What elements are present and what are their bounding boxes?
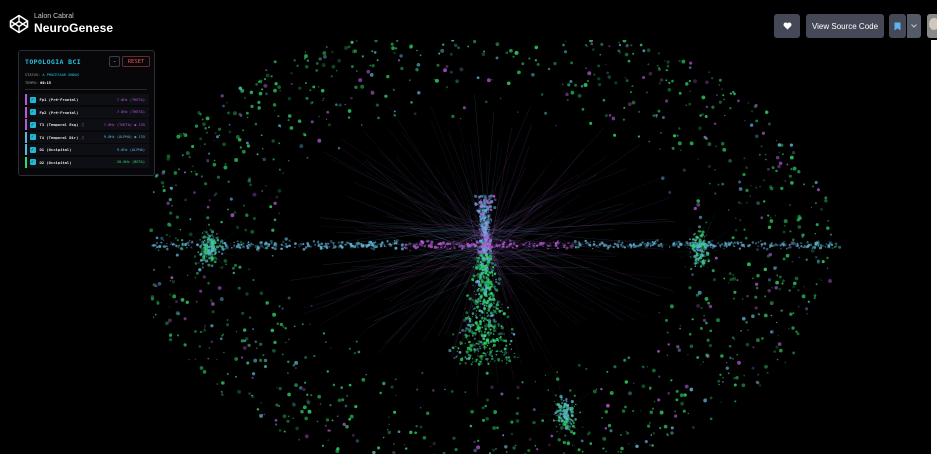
music-note-icon: ♫	[81, 122, 84, 128]
time-value: 00:15	[40, 81, 51, 85]
panel-divider	[25, 89, 147, 90]
channel-color-bar	[25, 144, 27, 156]
channel-checkbox[interactable]: ✓	[29, 134, 36, 141]
status-value: A PROCESSAR ONDAS	[42, 73, 80, 77]
chevron-down-icon	[911, 24, 917, 28]
channel-list: ✓ Fp1 (Pré-Frontal) 7.0Hz (THETA) ✓ Fp2 …	[25, 94, 149, 170]
bookmark-dropdown-button[interactable]	[907, 14, 921, 38]
channel-frequency: 9.0Hz (ALPHA) ◉ 135	[103, 135, 145, 140]
channel-label: T4 (Temporal Dir)	[39, 134, 79, 140]
user-avatar[interactable]	[927, 14, 937, 38]
channel-row-t4[interactable]: ✓ T4 (Temporal Dir) ♫ 9.0Hz (ALPHA) ◉ 13…	[25, 131, 149, 143]
channel-frequency: 7.0Hz (THETA) ◉ 135	[103, 122, 145, 127]
channel-checkbox[interactable]: ✓	[29, 96, 36, 103]
status-label: STATUS:	[25, 73, 41, 77]
channel-row-fp2[interactable]: ✓ Fp2 (Pré-Frontal) 7.0Hz (THETA)	[25, 106, 149, 118]
channel-label: O2 (Occipital)	[39, 159, 72, 165]
channel-checkbox[interactable]: ✓	[29, 121, 36, 128]
channel-checkbox[interactable]: ✓	[29, 146, 36, 153]
time-label: TEMPO:	[25, 81, 38, 85]
panel-title: TOPOLOGIA BCI	[25, 58, 82, 66]
channel-label: O1 (Occipital)	[39, 147, 72, 153]
channel-frequency: 7.0Hz (THETA)	[116, 110, 145, 115]
heart-icon	[783, 22, 791, 30]
channel-label: Fp2 (Pré-Frontal)	[39, 109, 79, 115]
author-name[interactable]: Lalon Cabral	[34, 13, 74, 20]
channel-frequency: 7.0Hz (THETA)	[116, 97, 145, 102]
header-bar: Lalon Cabral NeuroGenese View Source Cod…	[0, 6, 937, 40]
status-line: STATUS: A PROCESSAR ONDAS	[25, 73, 79, 77]
codepen-cube-icon[interactable]	[9, 14, 29, 34]
channel-label: Fp1 (Pré-Frontal)	[39, 97, 79, 102]
channel-checkbox[interactable]: ✓	[29, 159, 36, 166]
bookmark-button[interactable]	[889, 14, 906, 38]
channel-color-bar	[25, 156, 27, 168]
channel-color-bar	[25, 106, 27, 118]
reset-button[interactable]: RESET	[122, 56, 150, 67]
bookmark-icon	[894, 22, 901, 30]
heart-button[interactable]	[774, 14, 800, 38]
pen-title: NeuroGenese	[34, 21, 114, 35]
channel-row-o2[interactable]: ✓ O2 (Occipital) 20.0Hz (BETA)	[25, 156, 149, 168]
collapse-button[interactable]: -	[109, 56, 120, 67]
channel-frequency: 9.0Hz (ALPHA)	[116, 147, 145, 152]
view-source-button[interactable]: View Source Code	[806, 14, 884, 38]
neural-network-canvas[interactable]	[10, 40, 931, 454]
music-note-icon: ♫	[81, 134, 84, 140]
time-line: TEMPO: 00:15	[25, 81, 51, 85]
bci-topology-panel: TOPOLOGIA BCI - RESET STATUS: A PROCESSA…	[18, 50, 155, 176]
channel-color-bar	[25, 94, 27, 105]
channel-row-t3[interactable]: ✓ T3 (Temporal Esq) ♫ 7.0Hz (THETA) ◉ 13…	[25, 119, 149, 131]
channel-row-o1[interactable]: ✓ O1 (Occipital) 9.0Hz (ALPHA)	[25, 144, 149, 156]
channel-frequency: 20.0Hz (BETA)	[116, 160, 145, 165]
channel-row-fp1[interactable]: ✓ Fp1 (Pré-Frontal) 7.0Hz (THETA)	[25, 94, 149, 105]
channel-label: T3 (Temporal Esq)	[39, 122, 79, 128]
channel-color-bar	[25, 119, 27, 131]
channel-checkbox[interactable]: ✓	[29, 109, 36, 116]
scrollbar-track[interactable]	[931, 40, 937, 454]
channel-color-bar	[25, 131, 27, 143]
